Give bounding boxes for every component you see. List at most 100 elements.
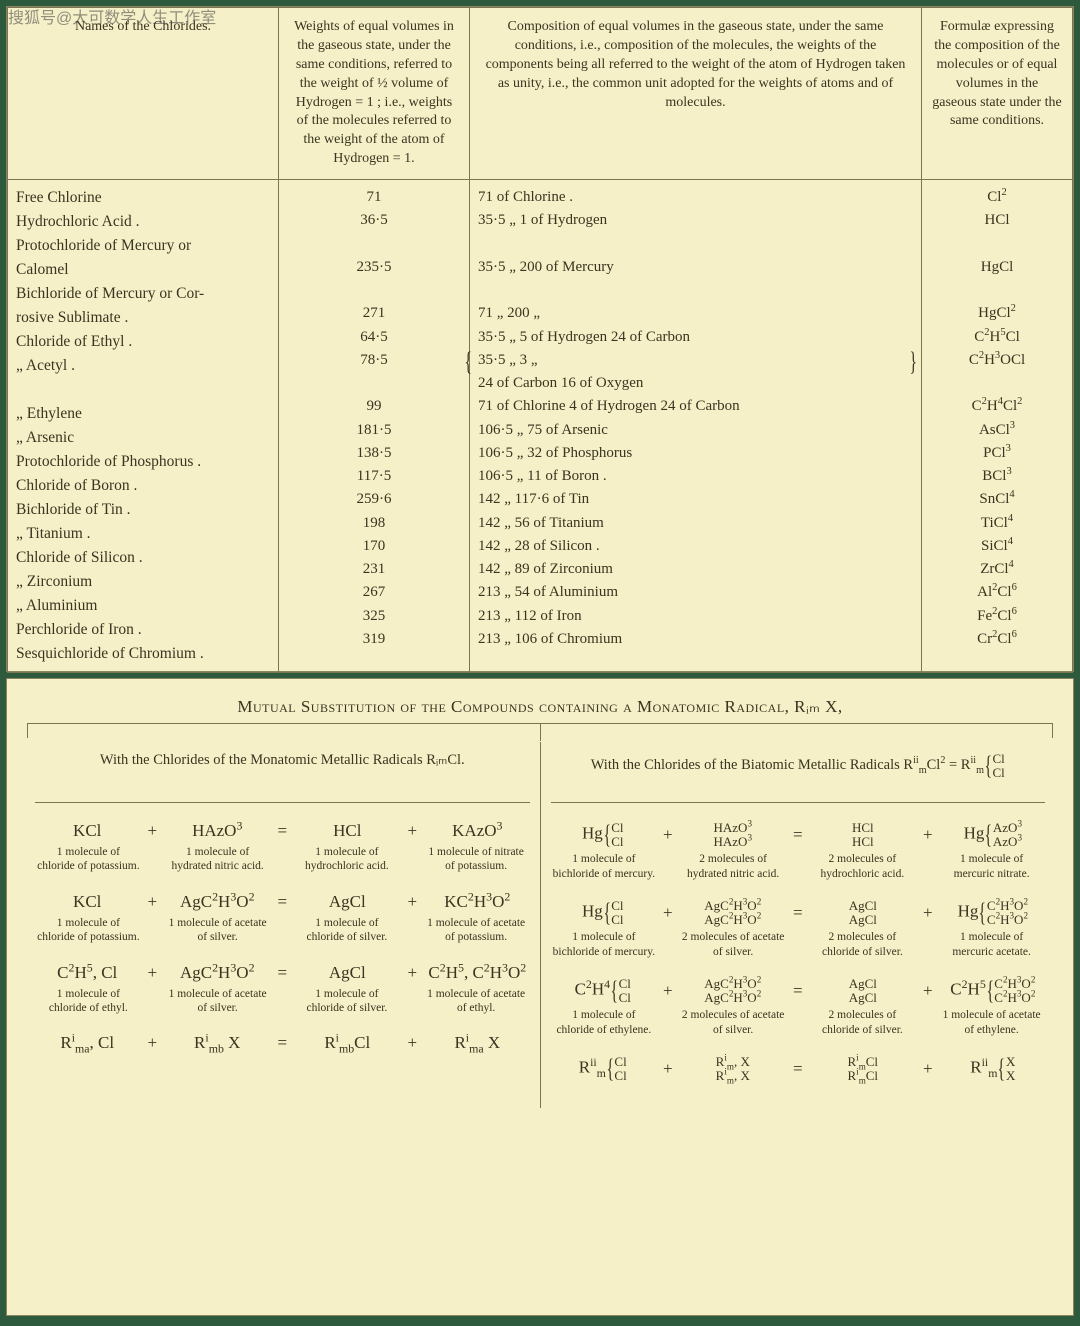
chloride-formula: Al2Cl6	[930, 581, 1064, 604]
chloride-composition: 142 „ 89 of Zirconium	[478, 558, 913, 581]
equation-row: C2H5, Cl+AgC2H3O2=AgCl+C2H5, C2H3O21 mol…	[35, 963, 530, 1016]
chloride-composition: 213 „ 112 of Iron	[478, 605, 913, 628]
chloride-name: „ Zirconium	[16, 570, 270, 594]
chloride-name: Bichloride of Mercury or Cor-	[16, 282, 270, 306]
chloride-formula: SiCl4	[930, 535, 1064, 558]
equation-term: Rim, XRim, X	[681, 1055, 785, 1082]
term-description: 1 molecule of chloride of potassium.	[35, 916, 142, 945]
watermark-text: 搜狐号@大可数学人生工作室	[8, 4, 216, 28]
equation-term: KCl	[35, 821, 139, 841]
chloride-formula: HgCl2	[930, 302, 1064, 325]
chloride-composition: { 35·5 „ 3 „24 of Carbon 16 of Oxygen }	[478, 349, 913, 396]
equation-term: C2H4{ClCl	[551, 977, 655, 1004]
chloride-composition: 35·5 „ 5 of Hydrogen 24 of Carbon	[478, 326, 913, 349]
term-description: 1 molecule of mercuric nitrate.	[938, 852, 1045, 881]
chloride-weight	[287, 233, 461, 256]
chloride-formula: C2H4Cl2	[930, 395, 1064, 418]
term-description: 1 molecule of chloride of silver.	[294, 987, 401, 1016]
equation-term: Riim{ClCl	[551, 1055, 655, 1082]
equation-row: KCl+HAzO3=HCl+KAzO31 molecule of chlorid…	[35, 821, 530, 874]
left-heading: With the Chlorides of the Monatomic Meta…	[35, 748, 530, 803]
equation-term: KC2H3O2	[425, 892, 529, 912]
equation-term: Rima X	[425, 1033, 529, 1053]
chloride-composition: 142 „ 117·6 of Tin	[478, 488, 913, 511]
equation-row: Riim{ClCl+Rim, XRim, X=RimClRimCl+Riim{X…	[551, 1055, 1046, 1098]
chloride-weight: 138·5	[287, 442, 461, 465]
chloride-composition: 71 of Chlorine .	[478, 186, 913, 209]
names-column: Free ChlorineHydrochloric Acid .Protochl…	[8, 180, 279, 673]
equation-row: KCl+AgC2H3O2=AgCl+KC2H3O21 molecule of c…	[35, 892, 530, 945]
chloride-weight: 235·5	[287, 256, 461, 279]
operator: =	[273, 892, 291, 912]
chloride-name: Bichloride of Tin .	[16, 498, 270, 522]
term-description: 1 molecule of mercuric acetate.	[938, 930, 1045, 959]
equation-term: AgClAgCl	[811, 977, 915, 1004]
term-description	[164, 1057, 271, 1069]
chloride-formula: Cr2Cl6	[930, 628, 1064, 651]
chloride-name: „ Arsenic	[16, 426, 270, 450]
chloride-name: Free Chlorine	[16, 186, 270, 210]
chloride-composition: 71 of Chlorine 4 of Hydrogen 24 of Carbo…	[478, 395, 913, 418]
term-description: 1 molecule of chloride of potassium.	[35, 845, 142, 874]
term-description: 1 molecule of acetate of potassium.	[423, 916, 530, 945]
operator: =	[273, 963, 291, 983]
header-names: Names of the Chlorides.	[8, 8, 279, 180]
equation-row: Hg{ClCl+AgC2H3O2AgC2H3O2=AgClAgCl+Hg{C2H…	[551, 899, 1046, 959]
term-description: 2 molecules of acetate of silver.	[680, 1008, 787, 1037]
equation-term: HAzO3HAzO3	[681, 821, 785, 848]
brace-divider	[27, 723, 1053, 742]
chloride-formula: SnCl4	[930, 488, 1064, 511]
right-heading: With the Chlorides of the Biatomic Metal…	[551, 748, 1046, 803]
equation-term: AgCl	[295, 963, 399, 983]
chloride-weight	[287, 279, 461, 302]
equation-term: RimbCl	[295, 1033, 399, 1053]
equation-term: AgClAgCl	[811, 899, 915, 926]
chloride-formula: C2H5Cl	[930, 326, 1064, 349]
right-half: With the Chlorides of the Biatomic Metal…	[541, 742, 1056, 1108]
chloride-weight: 117·5	[287, 465, 461, 488]
chloride-formula: HCl	[930, 209, 1064, 232]
chloride-formula: TiCl4	[930, 512, 1064, 535]
term-description	[809, 1086, 916, 1098]
chloride-composition: 35·5 „ 1 of Hydrogen	[478, 209, 913, 232]
operator: +	[404, 821, 422, 841]
term-description: 1 molecule of bichloride of mercury.	[551, 852, 658, 881]
chloride-weight: 170	[287, 535, 461, 558]
term-description	[423, 1057, 530, 1069]
chloride-name: „ Aluminium	[16, 594, 270, 618]
chloride-composition: 106·5 „ 75 of Arsenic	[478, 419, 913, 442]
equation-term: Hg{ClCl	[551, 821, 655, 848]
equation-term: AgC2H3O2AgC2H3O2	[681, 977, 785, 1004]
composition-column: 71 of Chlorine .35·5 „ 1 of Hydrogen 35·…	[470, 180, 922, 673]
operator: +	[404, 963, 422, 983]
chloride-name: „ Ethylene	[16, 402, 270, 426]
page2-title: Mutual Substitution of the Compounds con…	[7, 679, 1073, 717]
chloride-composition: 106·5 „ 11 of Boron .	[478, 465, 913, 488]
equation-term: AgC2H3O2	[165, 892, 269, 912]
equation-term: Rimb X	[165, 1033, 269, 1053]
chloride-composition: 35·5 „ 200 of Mercury	[478, 256, 913, 279]
operator: +	[404, 1033, 422, 1053]
chlorides-table-page: Names of the Chlorides. Weights of equal…	[6, 6, 1074, 672]
chloride-weight: 319	[287, 628, 461, 651]
equation-term: RimClRimCl	[811, 1055, 915, 1082]
equation-term: KCl	[35, 892, 139, 912]
chloride-name: rosive Sublimate .	[16, 306, 270, 330]
chloride-weight: 267	[287, 581, 461, 604]
equation-term: Riim{XX	[941, 1055, 1045, 1082]
chloride-formula: Fe2Cl6	[930, 605, 1064, 628]
chloride-formula: BCl3	[930, 465, 1064, 488]
term-description: 1 molecule of chloride of ethyl.	[35, 987, 142, 1016]
formulae-column: Cl2HCl HgCl HgCl2C2H5ClC2H3OCl C2H4Cl2As…	[922, 180, 1073, 673]
equation-row: C2H4{ClCl+AgC2H3O2AgC2H3O2=AgClAgCl+C2H5…	[551, 977, 1046, 1037]
chloride-weight: 71	[287, 186, 461, 209]
equation-term: Hg{ClCl	[551, 899, 655, 926]
chloride-weight: 198	[287, 512, 461, 535]
substitution-page: Mutual Substitution of the Compounds con…	[6, 678, 1074, 1316]
chloride-composition: 106·5 „ 32 of Phosphorus	[478, 442, 913, 465]
term-description: 1 molecule of nitrate of potassium.	[423, 845, 530, 874]
chloride-composition: 71 „ 200 „	[478, 302, 913, 325]
equation-term: HCl	[295, 821, 399, 841]
operator: +	[143, 1033, 161, 1053]
chloride-composition: 142 „ 28 of Silicon .	[478, 535, 913, 558]
